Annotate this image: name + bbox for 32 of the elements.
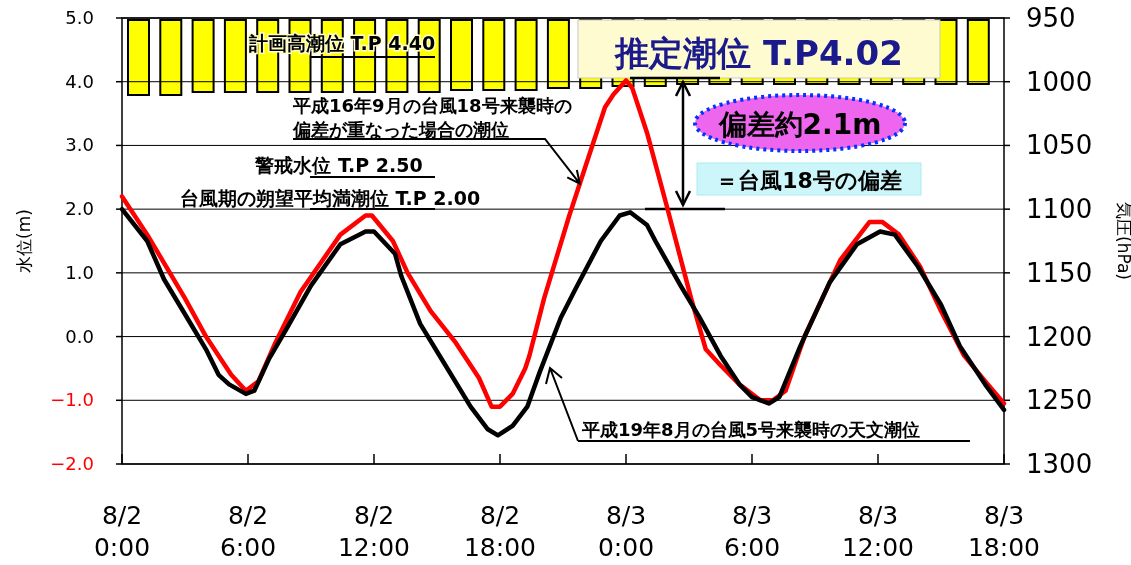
y-tick-label: 1.0 (65, 261, 94, 283)
y-tick-label: 3.0 (65, 134, 94, 156)
y-tick-label: −2.0 (50, 453, 94, 474)
y-axis-title: 水位(m) (14, 209, 34, 273)
x-tick-label: 8/2 0:00 (93, 501, 151, 562)
x-tick-label: 8/2 18:00 (463, 501, 537, 562)
y-tick-label: 2.0 (65, 198, 94, 220)
x-tick-label: 8/3 0:00 (597, 501, 655, 562)
annotation: 偏差約2.1m (717, 108, 882, 141)
x-tick-label: 8/3 6:00 (723, 501, 781, 562)
x-tick-label: 8/3 18:00 (967, 501, 1041, 562)
annotation: 警戒水位 T.P 2.50 (254, 154, 423, 176)
series-label: 平成19年8月の台風5号来襲時の天文潮位 (581, 419, 921, 440)
x-tick-label: 8/2 6:00 (219, 501, 277, 562)
y2-tick-label: 1050 (1026, 130, 1093, 161)
y2-tick-label: 950 (1026, 3, 1076, 33)
annotation: ＝台風18号の偏差 (716, 168, 902, 193)
y-tick-label: 4.0 (65, 70, 94, 92)
x-tick-label: 8/3 12:00 (841, 501, 915, 562)
y-tick-label: −1.0 (50, 389, 94, 411)
y-tick-label: 0.0 (65, 325, 94, 347)
annotation: 推定潮位 T.P4.02 (614, 33, 903, 73)
y2-tick-label: 1100 (1026, 194, 1093, 225)
y2-tick-label: 1250 (1026, 385, 1093, 416)
y-tick-label: 5.0 (65, 7, 94, 28)
y2-axis-title: 気圧(hPa) (1114, 202, 1131, 280)
y2-tick-label: 1150 (1026, 257, 1093, 288)
y2-tick-label: 1300 (1026, 449, 1093, 479)
y2-tick-label: 1200 (1026, 321, 1093, 352)
x-tick-label: 8/2 12:00 (337, 501, 411, 562)
annotation: 台風期の朔望平均満潮位 T.P 2.00 (179, 187, 481, 209)
y2-tick-label: 1000 (1026, 66, 1093, 97)
